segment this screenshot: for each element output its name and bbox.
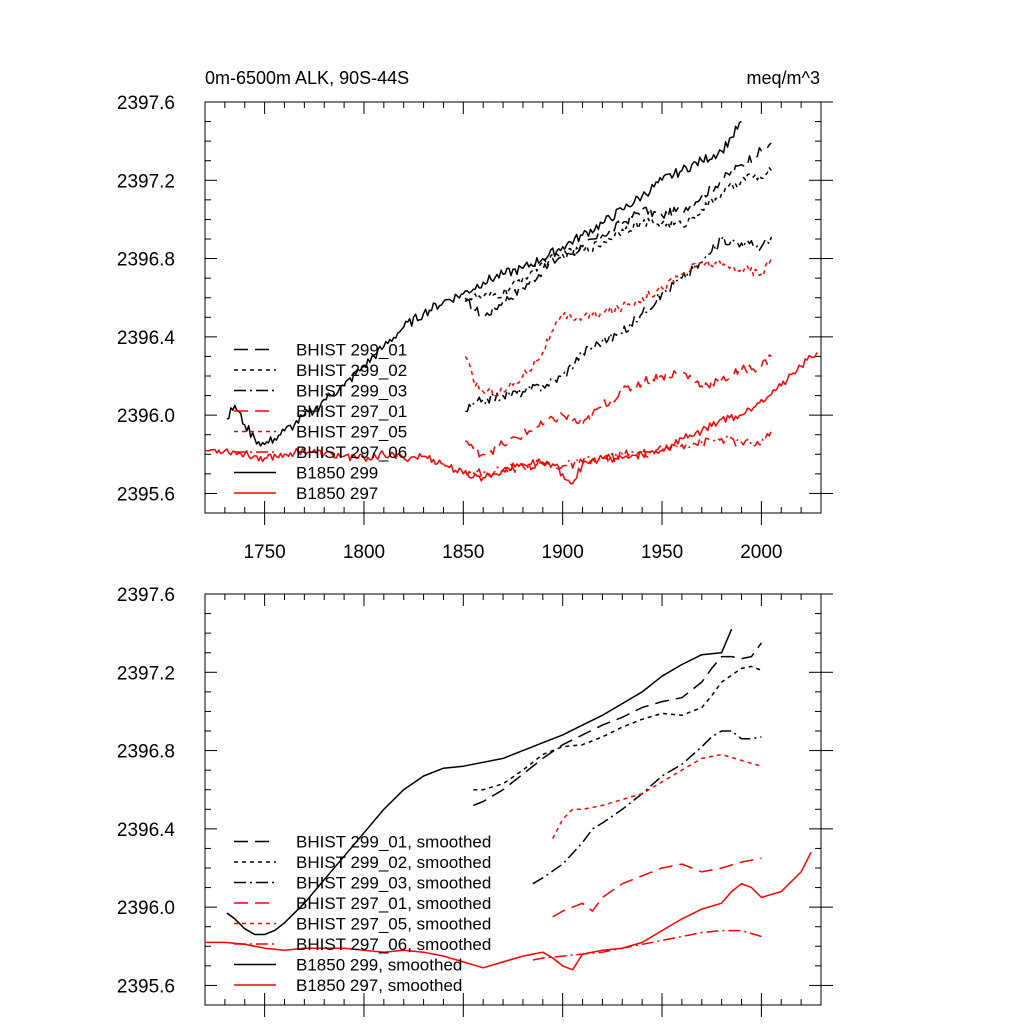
series-line-b1850-297 [205, 352, 818, 485]
y-tick-label: 2396.4 [117, 328, 176, 349]
legend-label: BHIST 297_05, smoothed [296, 915, 491, 934]
y-tick-label: 2397.6 [117, 93, 175, 114]
legend-label: BHIST 299_01, smoothed [296, 833, 491, 852]
legend-label: BHIST 299_02 [296, 361, 407, 380]
legend-label: BHIST 299_01 [296, 341, 407, 360]
y-tick-label: 2397.2 [117, 663, 175, 684]
chart-title: 0m-6500m ALK, 90S-44S [205, 68, 409, 88]
legend-label: BHIST 297_05 [296, 423, 407, 442]
y-tick-label: 2396.8 [117, 250, 175, 271]
series-line-bhist-299-01-smoothed [473, 642, 763, 807]
legend-label: BHIST 299_03, smoothed [296, 874, 491, 893]
series-line-bhist-297-01 [464, 354, 772, 458]
legend-label: B1850 297 [296, 484, 378, 503]
legend-label: BHIST 299_03 [296, 382, 407, 401]
y-tick-label: 2397.6 [117, 585, 175, 606]
y-tick-label: 2395.6 [117, 484, 175, 505]
y-tick-label: 2395.6 [117, 976, 175, 997]
y-tick-label: 2397.2 [117, 171, 175, 192]
x-tick-label: 2000 [740, 542, 782, 563]
y-tick-label: 2396.8 [117, 742, 175, 763]
x-tick-label: 1750 [243, 542, 285, 563]
legend-label: B1850 299 [296, 464, 378, 483]
y-tick-label: 2396.4 [117, 820, 176, 841]
legend-label: BHIST 299_02, smoothed [296, 853, 491, 872]
series-line-b1850-299-smoothed [226, 628, 733, 936]
legend-label: BHIST 297_06 [296, 443, 407, 462]
series-line-bhist-299-02-smoothed [473, 665, 762, 791]
series-line-bhist-299-03 [465, 235, 773, 413]
series-line-bhist-297-05 [464, 258, 772, 398]
x-tick-label: 1850 [442, 542, 484, 563]
units-label: meq/m^3 [747, 68, 820, 88]
legend-label: BHIST 297_01 [296, 402, 407, 421]
legend-label: BHIST 297_01, smoothed [296, 894, 491, 913]
y-tick-label: 2396.0 [117, 898, 175, 919]
series-line-bhist-297-06-smoothed [532, 929, 762, 961]
x-tick-label: 1950 [641, 542, 683, 563]
series-line-bhist-297-05-smoothed [552, 753, 762, 839]
series-group [205, 628, 812, 971]
legend-label: B1850 297, smoothed [296, 976, 462, 995]
x-tick-label: 1900 [542, 542, 584, 563]
series-line-b1850-299 [226, 120, 742, 447]
x-tick-label: 1800 [343, 542, 385, 563]
legend-label: BHIST 297_06, smoothed [296, 935, 491, 954]
plot-frame [204, 593, 822, 1006]
bottom-panel: 2395.6 2396.0 2396.4 2396.8 2397.2 2397.6 BHIS… [117, 585, 833, 1017]
series-line-bhist-297-01-smoothed [552, 857, 762, 918]
y-tick-label: 2396.0 [117, 406, 175, 427]
top-panel: 1750 1800 1850 1900 1950 2000 2395.6 2396.0 2396… [117, 93, 833, 563]
series-line-b1850-297-smoothed [205, 851, 812, 971]
series-group [205, 120, 818, 485]
series-line-bhist-299-02 [464, 166, 772, 303]
plot-frame [204, 101, 822, 514]
series-line-bhist-299-03-smoothed [532, 730, 762, 885]
legend-label: B1850 299, smoothed [296, 956, 462, 975]
series-line-bhist-299-01 [464, 142, 772, 319]
